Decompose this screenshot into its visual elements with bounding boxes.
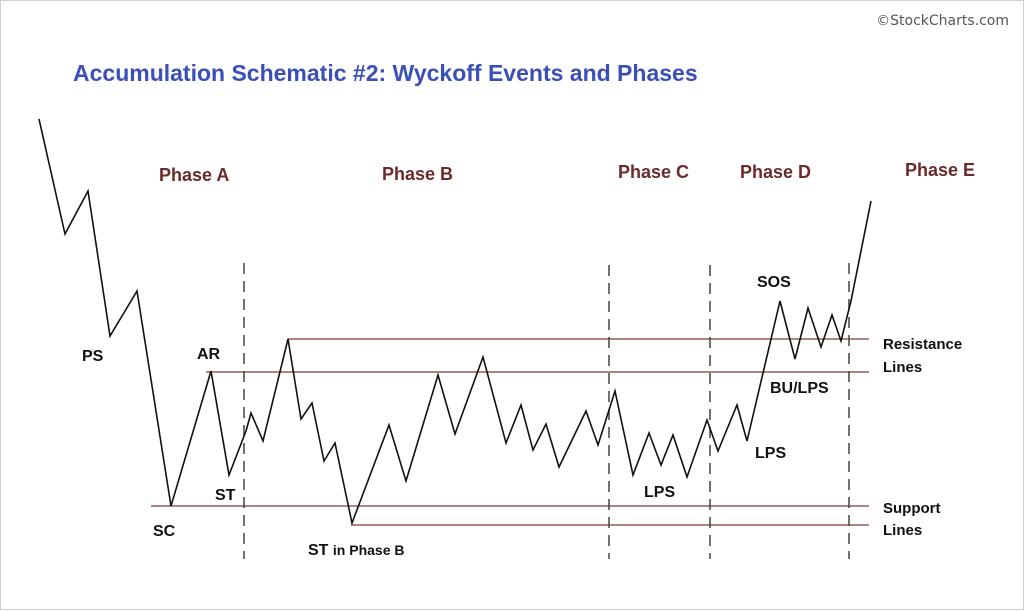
phase-dividers (243, 263, 850, 559)
event-lps-d-label: LPS (755, 445, 786, 462)
support-label-line2: Lines (883, 522, 922, 539)
event-sos-label: SOS (757, 274, 791, 291)
event-bu-lps-label: BU/LPS (770, 380, 829, 397)
phase-b-label: Phase B (382, 164, 453, 184)
phase-a-label: Phase A (159, 165, 229, 185)
level-lines (151, 338, 869, 526)
event-ar-label: AR (197, 346, 221, 363)
resistance-label-line2: Lines (883, 359, 922, 376)
support-label-line1: Support (883, 500, 941, 517)
event-st-phase-b-label: ST in Phase B (308, 542, 405, 559)
event-sc-label: SC (153, 523, 176, 540)
event-st-label: ST (215, 487, 236, 504)
phase-e-label: Phase E (905, 160, 975, 180)
event-lps-c-label: LPS (644, 484, 675, 501)
phase-d-label: Phase D (740, 162, 811, 182)
phase-c-label: Phase C (618, 162, 689, 182)
diagram-title: Accumulation Schematic #2: Wyckoff Event… (73, 60, 698, 86)
price-path (38, 118, 872, 526)
resistance-label-line1: Resistance (883, 336, 962, 353)
event-ps-label: PS (82, 348, 104, 365)
watermark: ©StockCharts.com (876, 13, 1009, 29)
event-st-phase-b-main: ST (308, 542, 329, 559)
event-st-phase-b-suffix: in Phase B (333, 542, 405, 558)
